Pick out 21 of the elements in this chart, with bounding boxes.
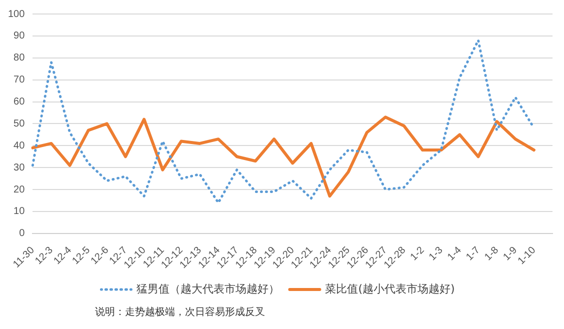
y-tick-label: 70: [14, 74, 26, 86]
y-tick-label: 50: [14, 118, 26, 130]
y-tick-label: 60: [14, 96, 26, 108]
x-tick-label: 1-7: [464, 244, 483, 263]
legend-label: 菜比值(越小代表市场越好): [325, 282, 455, 296]
y-tick-label: 20: [14, 184, 26, 196]
y-tick-label: 40: [14, 140, 26, 152]
y-tick-label: 0: [19, 228, 26, 240]
line-series: [31, 39, 536, 204]
y-tick-label: 10: [14, 206, 26, 218]
x-tick-label: 1-9: [501, 244, 520, 263]
legend-label: 猛男值（越大代表市场越好）: [136, 282, 280, 296]
x-tick-label: 1-8: [482, 244, 502, 263]
y-tick-label: 90: [14, 30, 26, 42]
text: 说明：走势越极端，次日容易形成反叉: [95, 306, 265, 319]
x-tick-label: 1-2: [408, 244, 427, 263]
y-tick-label: 30: [14, 162, 26, 174]
y-tick-label: 100: [8, 8, 26, 20]
x-tick-label: 1-4: [446, 244, 464, 263]
x-tick-label: 1-3: [427, 244, 446, 263]
y-tick-label: 80: [14, 52, 26, 64]
